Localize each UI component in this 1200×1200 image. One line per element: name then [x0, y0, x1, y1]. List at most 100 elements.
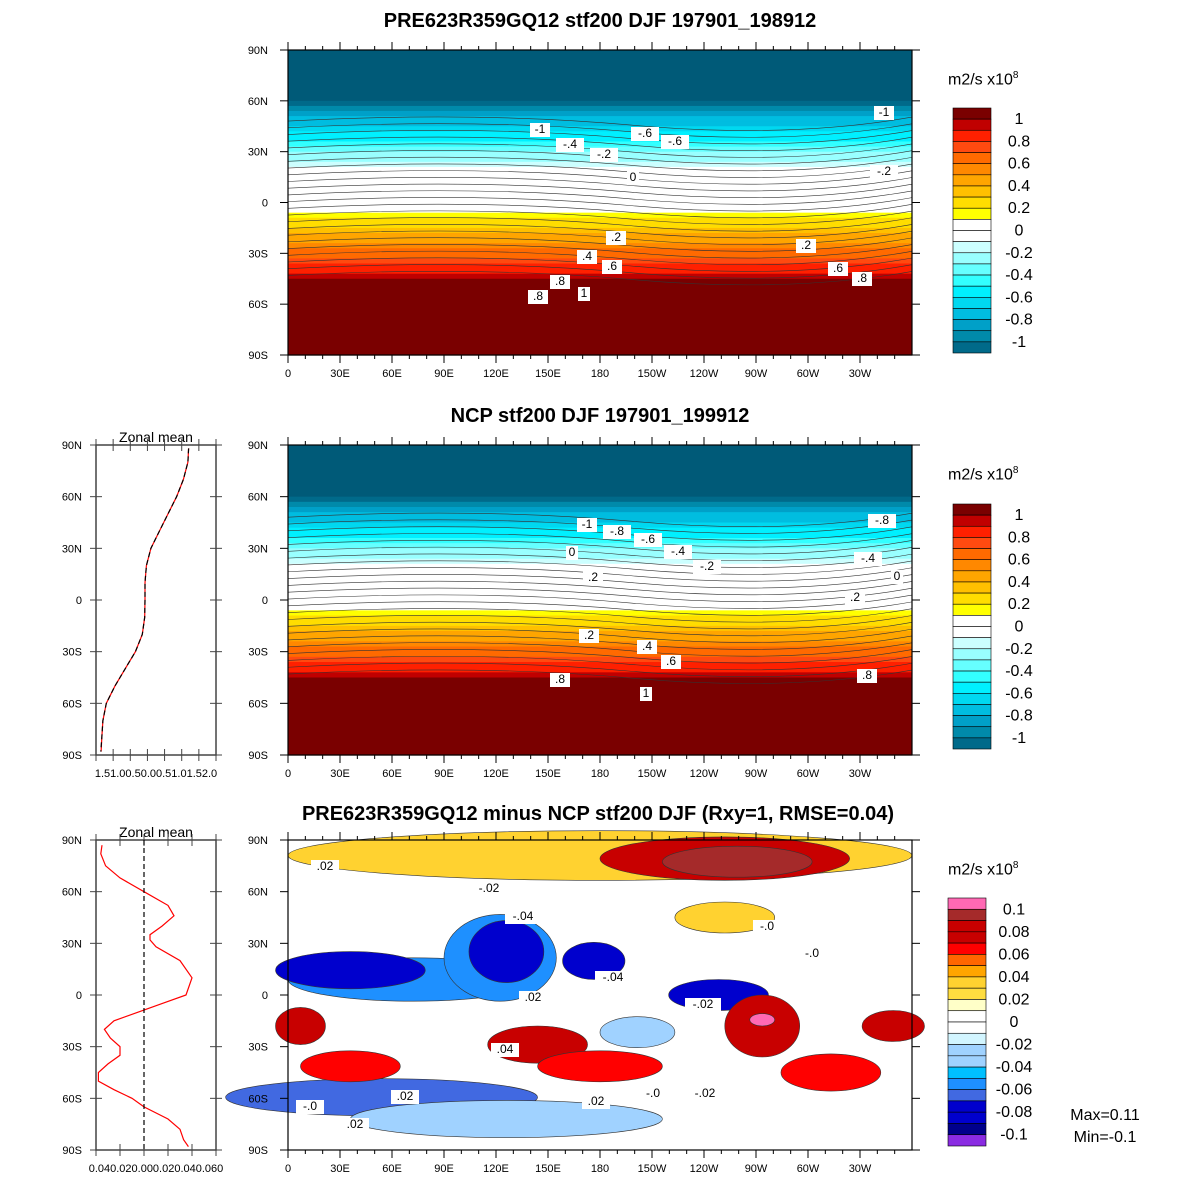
colorbar-swatch [952, 581, 992, 594]
y-tick-label: 30N [62, 543, 82, 555]
colorbar-swatch [952, 548, 992, 560]
colorbar-swatch [952, 503, 992, 516]
x-tick-label: 30E [330, 768, 350, 780]
x-tick-label: 150W [638, 1163, 667, 1175]
contour-label-text: 1 [643, 686, 650, 700]
panel2-units: m2/s x108 [948, 465, 1019, 484]
colorbar-label: 0.6 [1008, 552, 1030, 569]
contour-label: -.02 [685, 997, 721, 1012]
contour-band [288, 248, 912, 254]
contour-band [288, 233, 912, 239]
colorbar-swatch [952, 592, 992, 605]
colorbar-swatch [947, 976, 987, 989]
contour-label-text: .2 [588, 570, 598, 584]
contour-line [287, 587, 913, 602]
contour-label: -1 [577, 517, 597, 532]
contour-label-bg [391, 1090, 419, 1104]
anomaly-blob [674, 901, 776, 934]
contour-label: .2 [579, 628, 599, 643]
contour-band [288, 187, 912, 193]
colorbar-label: 0.06 [998, 946, 1029, 963]
colorbar-label: -0.02 [996, 1037, 1033, 1054]
colorbar-swatch [947, 1089, 987, 1102]
colorbar-label: -1 [1012, 730, 1026, 747]
contour-band [288, 610, 912, 617]
x-tick-label: 180 [591, 368, 609, 380]
contour-label-bg [854, 552, 882, 566]
panel3-units: m2/s x108 [948, 860, 1019, 879]
contour-label-bg [687, 1087, 723, 1101]
contour-line [287, 540, 913, 555]
x-tick-labels: 0.040.020.000.020.040.060 [89, 1163, 224, 1175]
contour-line [287, 230, 913, 245]
y-tick-label: 30N [248, 938, 268, 950]
x-tick-label: 90E [434, 1163, 454, 1175]
y-tick-label: 60S [248, 299, 268, 311]
contour-band [288, 141, 912, 148]
contour-band [288, 476, 912, 482]
contour-band [288, 227, 912, 234]
contour-label: .02 [311, 859, 339, 874]
contour-label-bg [891, 570, 903, 584]
y-tick-label: 0 [76, 990, 82, 1002]
y-tick-label: 90N [62, 440, 82, 452]
colorbar-swatch [952, 207, 992, 220]
y-tick-label: 60N [62, 887, 82, 899]
contour-label-bg [857, 669, 877, 683]
map-panel-2 [287, 444, 913, 756]
colorbar-swatch [952, 715, 992, 728]
contour-label-text: .2 [850, 590, 860, 604]
contour-label-text: -.8 [875, 513, 889, 527]
contour-label-text: -.04 [513, 909, 534, 923]
contour-band [288, 339, 912, 346]
contour-label: -.8 [603, 524, 631, 539]
colorbar-swatch [952, 219, 992, 231]
contour-line [287, 183, 913, 198]
y-tick-label: 90S [248, 350, 268, 362]
panel2-title: NCP stf200 DJF 197901_199912 [450, 405, 750, 427]
contour-label-text: -.2 [700, 559, 714, 573]
y-tick-label: 90S [248, 1145, 268, 1157]
contour-label: .6 [602, 259, 622, 274]
colorbar-swatch [947, 999, 987, 1012]
contour-band [288, 460, 912, 467]
contour-band [288, 349, 912, 356]
contour-line [287, 270, 913, 286]
colorbar-label: -0.8 [1005, 312, 1033, 329]
x-tick-label: 30E [330, 1163, 350, 1175]
colorbar-swatch [947, 1010, 987, 1023]
contour-label: -.0 [753, 919, 781, 934]
colorbar-label: 0 [1015, 223, 1024, 240]
contour-label: 1 [640, 686, 652, 701]
contour-line [287, 223, 913, 239]
contour-label-bg [577, 250, 597, 264]
x-tick-label: 60E [382, 368, 402, 380]
colorbar-swatch [947, 908, 987, 921]
y-tick-label: 90N [248, 835, 268, 847]
colorbar-swatch [947, 1055, 987, 1068]
y-tick-label: 60N [62, 492, 82, 504]
contour-band [288, 253, 912, 260]
contour-band [288, 698, 912, 704]
colorbar-swatch [952, 559, 992, 572]
contour-band [288, 116, 912, 122]
contour-label-text: -1 [535, 122, 546, 136]
contour-label-text: -.0 [646, 1086, 660, 1100]
colorbar-label: 0.1 [1003, 901, 1025, 918]
contour-label: -.8 [868, 513, 896, 528]
contour-label-text: -.4 [671, 544, 685, 558]
contour-label-bg [556, 138, 584, 152]
y-tick-label: 30S [62, 1042, 82, 1054]
contour-band [288, 646, 912, 653]
panel1-units: m2/s x108 [948, 70, 1019, 89]
contour-label: -.2 [590, 147, 618, 162]
contour-label-text: .6 [607, 259, 617, 273]
contour-line [287, 560, 913, 575]
contour-band [288, 667, 912, 673]
y-tick-label: 0 [76, 595, 82, 607]
y-tick-label: 90S [248, 750, 268, 762]
contour-label-text: .4 [642, 639, 652, 653]
contour-line [287, 143, 913, 158]
contour-label: .2 [606, 230, 626, 245]
colorbar-swatch [952, 252, 992, 265]
